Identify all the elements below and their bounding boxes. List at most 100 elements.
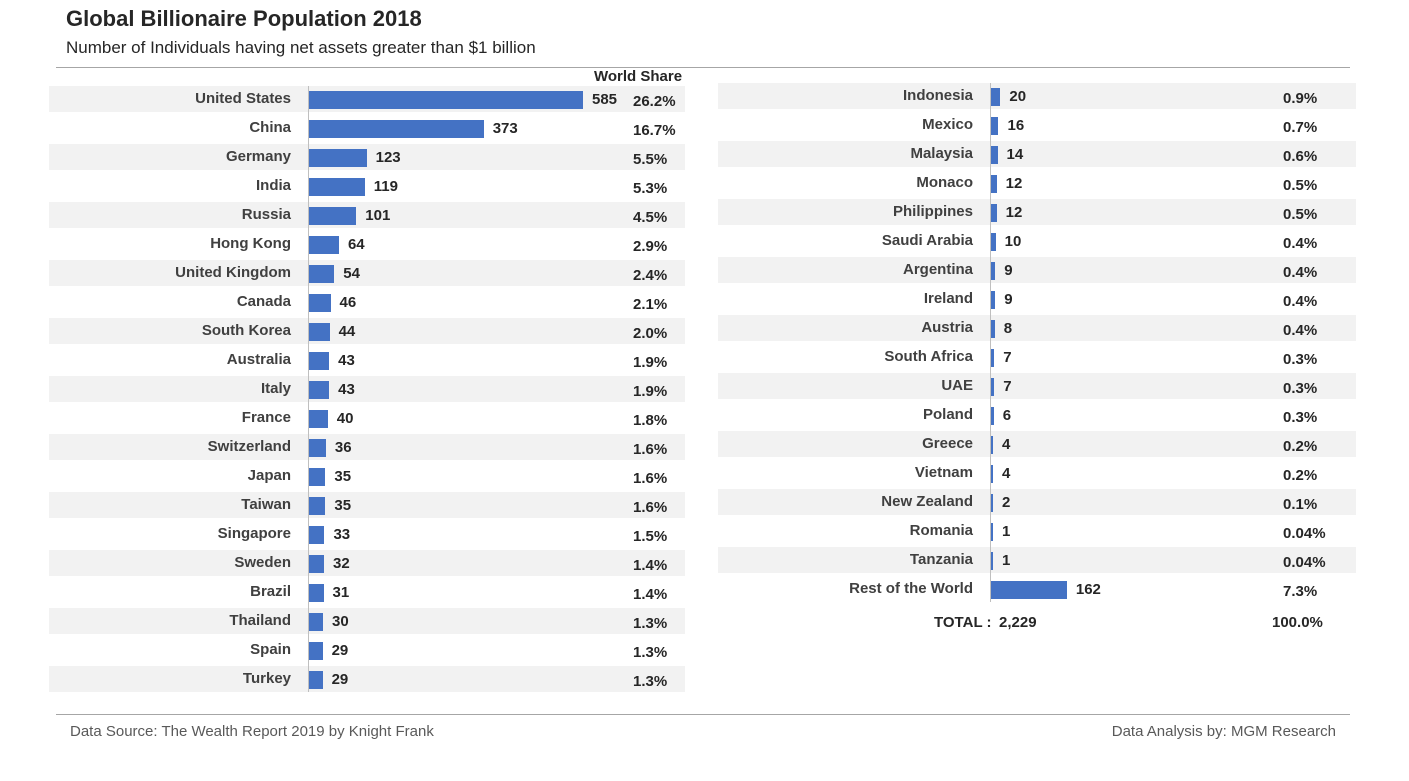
data-analysis-credit: Data Analysis by: MGM Research [1111, 723, 1336, 740]
value-label: 101 [365, 207, 391, 224]
share-label: 0.2% [1283, 467, 1318, 484]
value-label: 14 [1006, 146, 1024, 163]
chart-row: Monaco 12 0.5% [718, 170, 1356, 196]
bar [991, 581, 1067, 599]
bar [309, 352, 330, 370]
chart-row: Mexico 16 0.7% [718, 112, 1356, 138]
bar [309, 410, 328, 428]
category-label: Philippines [892, 203, 973, 220]
chart-row: France 40 1.8% [49, 405, 685, 431]
share-label: 7.3% [1283, 583, 1318, 600]
bar [309, 642, 323, 660]
share-label: 0.9% [1283, 90, 1318, 107]
share-label: 1.5% [633, 528, 668, 545]
bar [991, 436, 993, 454]
chart-row: Indonesia 20 0.9% [718, 83, 1356, 109]
value-label: 35 [334, 468, 352, 485]
chart-row: Canada 46 2.1% [49, 289, 685, 315]
category-label: UAE [941, 377, 973, 394]
share-label: 0.1% [1283, 496, 1318, 513]
bar [991, 320, 995, 338]
category-label: Japan [247, 467, 291, 484]
bar [309, 236, 339, 254]
value-label: 32 [332, 555, 350, 572]
chart-row: Russia 101 4.5% [49, 202, 685, 228]
chart-row: Turkey 29 1.3% [49, 666, 685, 692]
value-label: 16 [1007, 117, 1025, 134]
value-label: 9 [1004, 291, 1013, 308]
top-divider [56, 67, 1350, 68]
share-label: 1.9% [633, 383, 668, 400]
value-label: 30 [332, 613, 349, 630]
bar [991, 291, 996, 309]
category-label: Brazil [250, 583, 291, 600]
category-label: United Kingdom [175, 264, 291, 281]
share-label: 0.2% [1283, 438, 1318, 455]
bar [991, 88, 1001, 106]
category-label: Spain [250, 641, 291, 658]
left-panel: United States 585 26.2% China 373 16.7% German… [49, 86, 685, 695]
category-label: India [255, 177, 291, 194]
value-label: 119 [373, 178, 398, 195]
chart-row: UAE 7 0.3% [718, 373, 1356, 399]
data-source: Data Source: The Wealth Report 2019 by K… [70, 723, 434, 740]
value-label: 54 [343, 265, 360, 282]
bar [991, 407, 994, 425]
chart-row: Japan 35 1.6% [49, 463, 685, 489]
chart-row: China 373 16.7% [49, 115, 685, 141]
category-label: Turkey [242, 670, 291, 687]
share-label: 16.7% [633, 122, 676, 139]
share-label: 0.3% [1283, 409, 1318, 426]
share-label: 1.8% [633, 412, 668, 429]
bar [991, 146, 998, 164]
chart-row: Taiwan 35 1.6% [49, 492, 685, 518]
category-label: Malaysia [910, 145, 973, 162]
value-label: 29 [331, 671, 349, 688]
category-label: Indonesia [902, 87, 973, 104]
value-label: 12 [1005, 175, 1023, 192]
category-label: Tanzania [909, 551, 973, 568]
share-label: 1.9% [633, 354, 668, 371]
value-label: 1 [1002, 523, 1011, 540]
value-label: 7 [1003, 349, 1012, 366]
share-label: 4.5% [633, 209, 668, 226]
bar [309, 178, 365, 196]
bar [991, 117, 999, 135]
value-label: 585 [592, 91, 618, 108]
value-label: 43 [338, 352, 355, 369]
value-label: 162 [1075, 581, 1101, 598]
bar [991, 378, 995, 396]
chart-row: Brazil 31 1.4% [49, 579, 685, 605]
total-share: 100.0% [1272, 614, 1323, 631]
chart-row: Singapore 33 1.5% [49, 521, 685, 547]
category-label: Singapore [217, 525, 291, 542]
total-label: TOTAL : [934, 614, 992, 631]
bar [991, 523, 993, 541]
category-label: Vietnam [914, 464, 973, 481]
category-label: Switzerland [207, 438, 291, 455]
bar [991, 494, 993, 512]
share-label: 0.04% [1283, 554, 1326, 571]
share-label: 5.5% [633, 151, 668, 168]
category-label: South Africa [884, 348, 973, 365]
bar [309, 207, 357, 225]
bar [309, 323, 330, 341]
category-label: Australia [226, 351, 291, 368]
bar [991, 233, 996, 251]
chart-title: Global Billionaire Population 2018 [66, 6, 422, 31]
chart-row: Switzerland 36 1.6% [49, 434, 685, 460]
value-label: 20 [1009, 88, 1027, 105]
category-label: Sweden [234, 554, 291, 571]
category-label: Hong Kong [210, 235, 291, 252]
value-label: 43 [338, 381, 355, 398]
bar [309, 584, 324, 602]
chart-row: New Zealand 2 0.1% [718, 489, 1356, 515]
category-label: Austria [921, 319, 973, 336]
bar [309, 439, 326, 457]
chart-row: Rest of the World 162 7.3% [718, 576, 1356, 602]
value-label: 8 [1003, 320, 1013, 337]
share-label: 1.6% [633, 499, 668, 516]
category-axis [990, 83, 991, 602]
chart-row: Germany 123 5.5% [49, 144, 685, 170]
world-share-header: World Share [594, 68, 683, 85]
